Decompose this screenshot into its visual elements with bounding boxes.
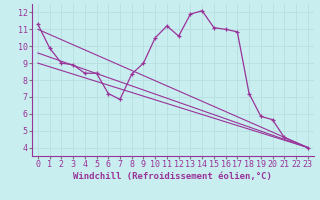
X-axis label: Windchill (Refroidissement éolien,°C): Windchill (Refroidissement éolien,°C) bbox=[73, 172, 272, 181]
